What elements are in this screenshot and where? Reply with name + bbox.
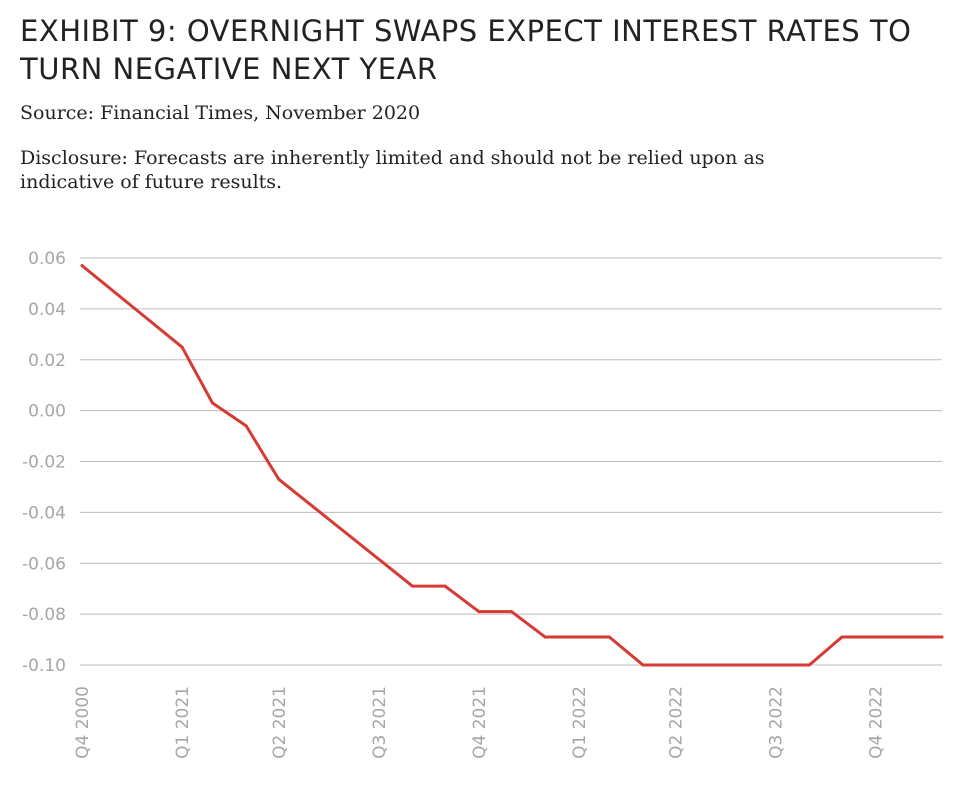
y-tick-label: -0.04 bbox=[22, 503, 66, 523]
data-point bbox=[543, 635, 547, 639]
data-point bbox=[443, 584, 447, 588]
y-tick-label: -0.02 bbox=[22, 453, 66, 473]
data-point bbox=[180, 345, 184, 349]
data-point bbox=[244, 424, 248, 428]
y-tick-label: -0.08 bbox=[22, 605, 66, 625]
data-point bbox=[840, 635, 844, 639]
data-point bbox=[80, 264, 84, 268]
chart-title: EXHIBIT 9: OVERNIGHT SWAPS EXPECT INTERE… bbox=[20, 14, 912, 86]
data-point bbox=[607, 635, 611, 639]
data-point bbox=[641, 663, 645, 667]
data-point bbox=[277, 477, 281, 481]
disclosure-note: Disclosure: Forecasts are inherently lim… bbox=[20, 147, 765, 193]
x-tick-label: Q1 2021 bbox=[173, 686, 193, 759]
data-point bbox=[477, 610, 481, 614]
data-point bbox=[210, 401, 214, 405]
y-tick-label: -0.06 bbox=[22, 554, 66, 574]
y-tick-label: 0.06 bbox=[28, 249, 66, 269]
x-tick-label: Q3 2021 bbox=[370, 686, 390, 759]
y-tick-label: 0.00 bbox=[28, 402, 66, 422]
series-line bbox=[80, 264, 944, 667]
x-tick-label: Q2 2022 bbox=[667, 686, 687, 759]
data-point bbox=[940, 635, 944, 639]
y-tick-label: 0.02 bbox=[28, 351, 66, 371]
data-point bbox=[411, 584, 415, 588]
x-tick-label: Q4 2022 bbox=[867, 686, 887, 759]
data-point bbox=[807, 663, 811, 667]
x-tick-label: Q4 2021 bbox=[470, 686, 490, 759]
y-tick-label: -0.10 bbox=[22, 656, 66, 676]
x-tick-label: Q4 2000 bbox=[73, 686, 93, 759]
x-tick-label: Q2 2021 bbox=[270, 686, 290, 759]
source-note: Source: Financial Times, November 2020 bbox=[20, 102, 421, 124]
y-tick-label: 0.04 bbox=[28, 300, 66, 320]
x-tick-label: Q3 2022 bbox=[767, 686, 787, 759]
x-tick-label: Q1 2022 bbox=[570, 686, 590, 759]
data-point bbox=[509, 610, 513, 614]
